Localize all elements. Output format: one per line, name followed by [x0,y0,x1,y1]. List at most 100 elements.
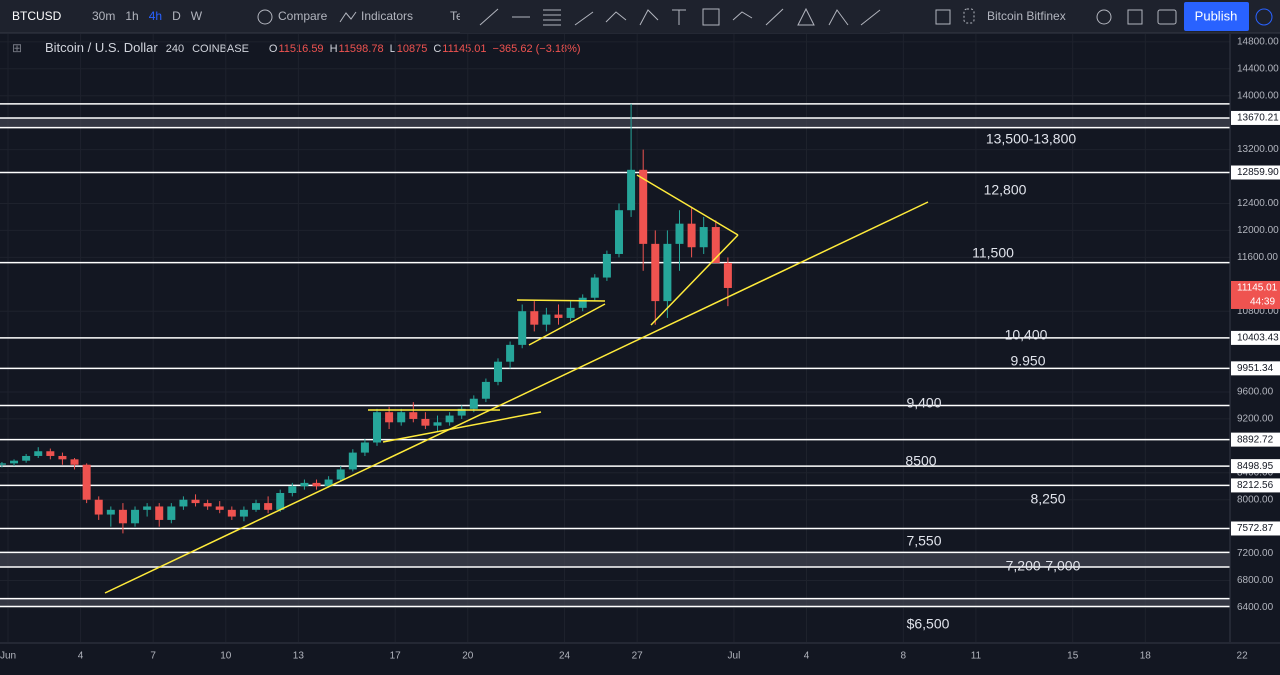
y-tick-label: 12000.00 [1237,225,1279,236]
y-tick-label: 6800.00 [1237,575,1274,586]
price-tag-label: 9951.34 [1237,363,1274,374]
candle-body [590,277,599,298]
x-tick-label: 11 [971,651,982,662]
drawing-tool-icons [479,7,881,26]
publish-button[interactable] [1184,2,1249,31]
candle-body [82,464,91,500]
candle-body [167,506,176,520]
candle-body [239,509,248,517]
candle-body [348,452,357,470]
price-tag [1231,432,1280,447]
candle-body [421,418,430,426]
price-tag-label: 12859.90 [1237,167,1279,178]
candle-body [94,499,103,515]
candle-body [554,314,563,318]
publish-label[interactable]: Publish [1195,8,1238,23]
price-tag [1231,330,1280,345]
play-icon[interactable] [1255,8,1273,26]
candle-body [602,253,611,278]
candle-body [58,455,67,460]
y-tick-label: 14000.00 [1237,90,1279,101]
candle-body [385,412,394,423]
candle-body [227,509,236,517]
compare-button[interactable]: Compare [278,9,328,23]
candle-body [627,169,636,211]
interval-option[interactable]: D [172,9,181,23]
candle-body [373,412,382,443]
zone [0,117,1230,128]
annotation: 13,500-13,800 [986,131,1077,147]
exchange[interactable]: Bitcoin Bitfinex [987,9,1066,23]
legend: Bitcoin / U.S. Dollar 240 COINBASE O11516.5… [45,40,581,55]
price-tag [1231,165,1280,180]
candle-body [699,227,708,248]
checkbox[interactable] [935,9,951,25]
price-tag [1231,361,1280,376]
candle-body [506,344,515,362]
interval-option[interactable]: W [191,9,203,23]
x-tick-label: 27 [632,651,644,662]
zone [0,552,1230,568]
y-tick-label: 12400.00 [1237,198,1279,209]
candle-body [143,506,152,510]
price-tag-label: 8892.72 [1237,434,1274,445]
candle-body [118,509,127,524]
templates-button[interactable]: Te [450,9,463,23]
legend-item: 11598.78 [339,43,384,55]
candle-body [445,415,454,423]
x-tick-label: 7 [150,651,156,662]
candle-body [300,482,309,487]
price-tag [1231,521,1280,536]
x-tick-label: 24 [559,651,571,662]
x-tick-label: 17 [390,651,402,662]
annotation: 9.950 [1010,353,1045,369]
candle-body [566,307,575,318]
candle-body [288,486,297,493]
annotation: 7,550 [906,533,941,549]
fullscreen-icon[interactable] [1127,9,1143,25]
interval-option[interactable]: 4h [149,9,162,23]
legend-item: 240 [166,43,184,55]
legend-item: H [330,43,338,55]
price-tag [1231,110,1280,125]
legend-item: C [433,43,441,55]
zone [0,598,1230,607]
legend-item: L [390,43,396,55]
x-tick-label: Jul [728,651,741,662]
candle-body [155,506,164,520]
annotation: 12,800 [984,182,1027,198]
legend-item: Bitcoin / U.S. Dollar [45,40,158,55]
x-tick-label: 8 [901,651,907,662]
candle-body [336,469,345,480]
candle-body [481,381,490,399]
y-tick-label: 9200.00 [1237,414,1274,425]
interval-option[interactable]: 1h [125,9,138,23]
price-tag [1231,459,1280,474]
y-tick-label: 14800.00 [1237,37,1279,48]
candle-body [0,463,6,465]
snapshot-icon[interactable] [1157,9,1177,25]
legend-item: 11516.59 [278,43,323,55]
candle-body [723,262,732,288]
interval-option[interactable]: 30m [92,9,115,23]
candle-body [276,492,285,510]
candle-body [675,223,684,244]
candle-body [264,503,273,510]
price-tag [1231,478,1280,493]
indicators-button[interactable]: Indicators [361,9,413,23]
legend-item: O [269,43,278,55]
last-price-label: 11145.01 [1237,283,1278,294]
symbol[interactable]: BTCUSD [12,9,62,23]
drawing-tools [460,0,890,33]
time-axis [0,643,1280,670]
annotation: 11,500 [972,245,1014,261]
annotation: 9,400 [906,395,941,411]
y-tick-label: 8000.00 [1237,494,1274,505]
candle-body [433,422,442,426]
legend-toggle[interactable]: ⊞ [12,41,22,55]
candle-body [324,479,333,487]
y-tick-label: 9600.00 [1237,387,1274,398]
candle-body [530,311,539,325]
settings-icon[interactable] [1096,9,1112,25]
annotation: 8,250 [1030,491,1065,507]
